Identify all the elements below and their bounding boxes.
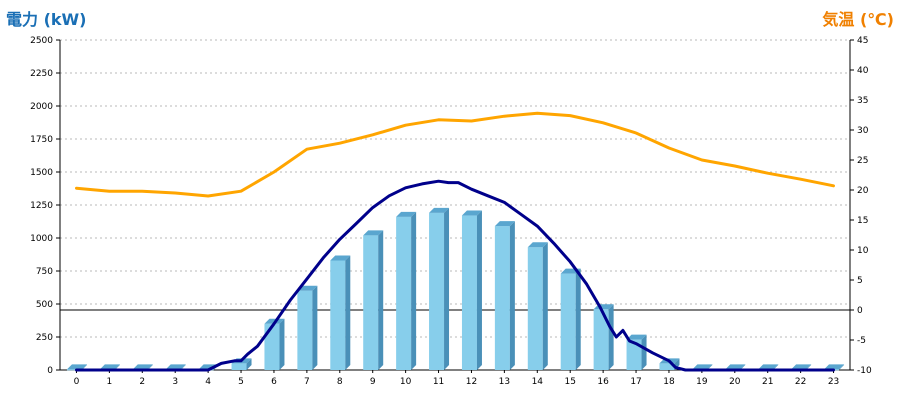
x-tick-label: 8 <box>337 377 343 387</box>
right-tick-label: 15 <box>857 216 868 226</box>
bar-side <box>542 242 548 370</box>
bar <box>297 290 313 370</box>
bar-top <box>824 364 845 370</box>
right-tick-label: -10 <box>857 366 872 376</box>
x-tick-label: 13 <box>499 377 510 387</box>
bar-top <box>494 221 515 227</box>
bar-top <box>330 255 351 261</box>
right-tick-label: -5 <box>857 336 866 346</box>
bar-side <box>378 230 384 370</box>
bar-side <box>575 268 581 370</box>
bar <box>527 247 543 370</box>
bar-side <box>246 358 252 370</box>
x-tick-label: 16 <box>597 377 609 387</box>
left-tick-label: 750 <box>36 267 53 277</box>
x-tick-label: 12 <box>466 377 477 387</box>
left-tick-label: 0 <box>47 366 53 376</box>
left-tick-label: 1500 <box>30 168 53 178</box>
left-tick-label: 1250 <box>30 201 53 211</box>
bar-top <box>758 364 779 370</box>
left-tick-label: 500 <box>36 300 53 310</box>
bar-top <box>429 207 450 213</box>
right-tick-label: 20 <box>857 186 869 196</box>
x-tick-label: 15 <box>564 377 575 387</box>
x-tick-label: 11 <box>433 377 444 387</box>
x-tick-label: 22 <box>795 377 806 387</box>
bar <box>330 260 346 370</box>
bar <box>396 216 412 370</box>
bar-side <box>312 285 318 370</box>
bar-top <box>99 364 120 370</box>
left-tick-label: 2500 <box>30 36 53 46</box>
bar <box>363 235 379 370</box>
right-tick-label: 10 <box>857 246 869 256</box>
left-tick-label: 2250 <box>30 69 53 79</box>
bar-top <box>165 364 186 370</box>
bar <box>66 369 82 371</box>
bar <box>593 309 609 370</box>
right-tick-label: 30 <box>857 126 869 136</box>
right-tick-label: 0 <box>857 306 863 316</box>
right-tick-label: 35 <box>857 96 868 106</box>
bar-side <box>608 304 614 370</box>
bar <box>264 323 280 370</box>
bar-top <box>132 364 153 370</box>
left-tick-label: 2000 <box>30 102 53 112</box>
x-tick-label: 20 <box>729 377 741 387</box>
x-tick-label: 23 <box>828 377 839 387</box>
bar-side <box>509 221 515 370</box>
bar-side <box>279 318 285 370</box>
bar-side <box>444 207 450 370</box>
x-tick-label: 1 <box>107 377 113 387</box>
bar <box>461 215 477 370</box>
x-tick-label: 21 <box>762 377 773 387</box>
x-tick-label: 6 <box>271 377 277 387</box>
left-tick-label: 1000 <box>30 234 53 244</box>
bar <box>494 226 510 370</box>
x-tick-label: 18 <box>663 377 675 387</box>
bar-top <box>626 334 647 340</box>
bar-side <box>411 211 417 370</box>
x-tick-label: 9 <box>370 377 376 387</box>
x-tick-label: 10 <box>400 377 412 387</box>
bar-top <box>363 230 384 236</box>
bar <box>231 363 247 370</box>
bar <box>429 212 445 370</box>
left-tick-label: 250 <box>36 333 53 343</box>
bar-side <box>345 255 351 370</box>
x-tick-label: 4 <box>205 377 211 387</box>
right-tick-label: 45 <box>857 36 868 46</box>
right-axis-title: 気温 (℃) <box>822 10 894 29</box>
bar-top <box>692 364 713 370</box>
x-tick-label: 0 <box>74 377 80 387</box>
right-tick-label: 40 <box>857 66 869 76</box>
left-axis-title: 電力 (kW) <box>6 10 87 29</box>
bar-top <box>725 364 746 370</box>
bar-top <box>527 242 548 248</box>
bar-top <box>66 364 87 370</box>
power-line <box>75 179 835 372</box>
bar-side <box>641 334 647 370</box>
x-tick-label: 19 <box>696 377 708 387</box>
left-tick-label: 1750 <box>30 135 53 145</box>
right-tick-label: 25 <box>857 156 868 166</box>
bar-top <box>461 210 482 216</box>
bar <box>659 363 675 370</box>
x-tick-label: 17 <box>630 377 641 387</box>
x-tick-label: 5 <box>238 377 244 387</box>
x-tick-label: 3 <box>172 377 178 387</box>
bar <box>626 339 642 370</box>
bar-top <box>396 211 417 217</box>
x-tick-label: 7 <box>304 377 310 387</box>
bar-side <box>839 364 845 370</box>
right-tick-label: 5 <box>857 276 863 286</box>
bar <box>560 273 576 370</box>
x-tick-label: 2 <box>139 377 145 387</box>
temperature-line <box>75 111 835 198</box>
x-tick-label: 14 <box>532 377 544 387</box>
bar-top <box>791 364 812 370</box>
bar-side <box>476 210 482 370</box>
